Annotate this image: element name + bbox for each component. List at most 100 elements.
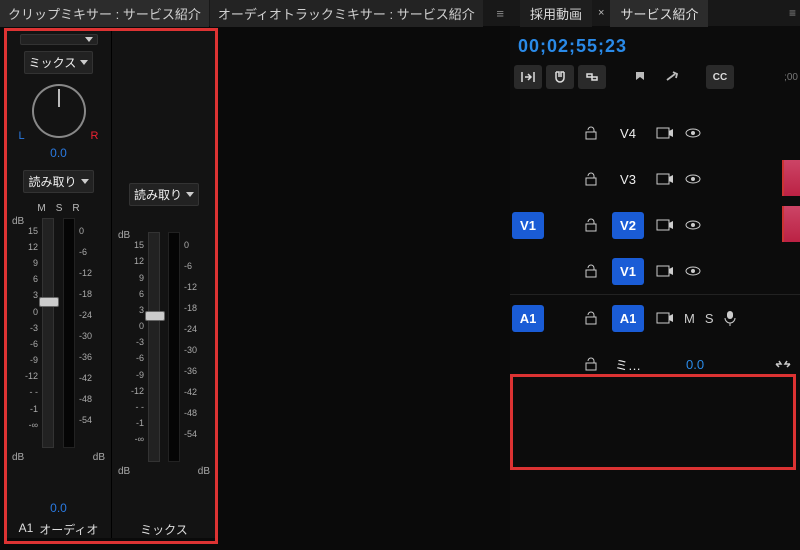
right-panel: 採用動画 × サービス紹介 ≡ 00;02;55;23 CC ;00 V4 V3 V… [510,0,800,550]
settings-button[interactable] [658,65,686,89]
chevron-down-icon [85,37,93,42]
solo-button[interactable]: S [705,311,714,326]
channel-name-row: A1 オーディオ [19,521,99,538]
channel-2: 読み取り dB dB dB 15129630-3-6-9-12- --1-∞ 0… [111,28,216,538]
mixer-area: ミックス L R 0.0 読み取り M S R [6,28,216,538]
tab-seq-inactive[interactable]: 採用動画 [520,0,592,27]
db-label-br: dB [198,466,210,477]
fader-handle[interactable] [145,311,165,321]
pan-r-label: R [91,130,99,142]
app-root: クリップミキサー : サービス紹介 オーディオトラックミキサー : サービス紹介… [0,0,800,550]
tab-track-mixer[interactable]: オーディオトラックミキサー : サービス紹介 [210,0,483,27]
lock-icon[interactable] [584,126,598,140]
meter-scale-right: 0-6-12-18-24-30-36-42-48-54 [184,232,210,462]
left-tabs: クリップミキサー : サービス紹介 オーディオトラックミキサー : サービス紹介… [0,0,510,26]
highlight-box-right [510,374,796,470]
track-row: V3 [510,156,800,202]
chevron-down-icon [186,192,194,197]
timeline-tabs: 採用動画 × サービス紹介 ≡ [510,0,800,26]
track-target[interactable]: V4 [620,126,636,141]
film-icon[interactable] [656,265,674,277]
pan-value: 0.0 [50,146,67,160]
track-row: V1 [510,248,800,294]
clip-thumbnail[interactable] [782,160,800,196]
lock-icon[interactable] [584,218,598,232]
eye-icon[interactable] [684,127,702,139]
lock-icon[interactable] [584,264,598,278]
captions-button[interactable]: CC [706,65,734,89]
level-meter [168,232,180,462]
db-label-bl: dB [118,466,130,477]
timecode-display[interactable]: 00;02;55;23 [510,26,800,65]
dropdown-value: 読み取り [28,173,76,190]
track-source-patch[interactable]: A1 [512,305,545,332]
channel-name: ミックス [140,521,188,538]
solo-button[interactable]: S [56,203,63,214]
track-headers: V4 V3 V1 V2 V1 A1 A1 MS ミ… 0.0 [510,110,800,387]
eye-icon[interactable] [684,265,702,277]
dropdown-value: 読み取り [134,186,182,203]
panel-menu-icon[interactable]: ≡ [789,6,800,20]
record-button[interactable]: R [72,203,79,214]
db-label-br: dB [93,452,105,463]
lock-icon[interactable] [584,311,598,325]
track-source-patch[interactable]: V1 [512,212,544,239]
track-target[interactable]: ミ… [615,355,641,374]
level-meter [63,218,75,448]
pan-needle [58,89,60,107]
chevron-down-icon [81,179,89,184]
dropdown-value: ミックス [29,54,77,71]
track-row: V1 V2 [510,202,800,248]
timeline-toolbar: CC ;00 [510,65,800,89]
film-icon[interactable] [656,173,674,185]
mix-value[interactable]: 0.0 [686,357,704,372]
pan-knob[interactable] [32,84,86,138]
track-target[interactable]: A1 [612,305,645,332]
film-icon[interactable] [656,127,674,139]
fader-handle[interactable] [39,297,59,307]
track-target[interactable]: V2 [612,212,644,239]
track-row: A1 A1 MS [510,295,800,341]
mute-button[interactable]: M [37,203,45,214]
fader-value: 0.0 [50,501,67,515]
fader-scale-left: 15129630-3-6-9-12- --1-∞ [12,218,38,448]
snap-insert-button[interactable] [514,65,542,89]
mute-button[interactable]: M [684,311,695,326]
track-target[interactable]: V3 [620,172,636,187]
ruler-start: ;00 [784,72,800,83]
ch1-mix-dropdown[interactable]: ミックス [24,51,94,74]
mic-icon[interactable] [724,310,736,326]
channel-name-row: ミックス [140,521,188,538]
track-row: V4 [510,110,800,156]
tab-close-icon[interactable]: × [594,7,608,19]
fader-track[interactable] [42,218,54,448]
track-target[interactable]: V1 [612,258,644,285]
panel-menu-icon[interactable]: ≡ [496,6,510,21]
ch2-automation-mode[interactable]: 読み取り [129,183,199,206]
magnet-button[interactable] [546,65,574,89]
ch1-automation-mode[interactable]: 読み取り [23,170,93,193]
clip-thumbnail[interactable] [782,206,800,242]
eye-icon[interactable] [684,173,702,185]
marker-button[interactable] [626,65,654,89]
db-label-bl: dB [12,452,24,463]
chevron-down-icon [80,60,88,65]
linked-selection-button[interactable] [578,65,606,89]
meter-area: dB dB dB 15129630-3-6-9-12- --1-∞ 0-6-12… [6,218,111,497]
msr-buttons: M S R [37,203,79,214]
film-icon[interactable] [656,312,674,324]
track-row: ミ… 0.0 [510,341,800,387]
tab-seq-active[interactable]: サービス紹介 [610,0,708,27]
collapse-icon[interactable] [774,358,800,370]
pan-l-label: L [19,130,25,142]
ch1-output-dropdown[interactable] [20,34,98,45]
film-icon[interactable] [656,219,674,231]
fader-scale-left: 15129630-3-6-9-12- --1-∞ [118,232,144,462]
tab-clip-mixer[interactable]: クリップミキサー : サービス紹介 [0,0,209,27]
lock-icon[interactable] [584,357,598,371]
channel-name: オーディオ [39,521,98,538]
fader-track[interactable] [148,232,160,462]
lock-icon[interactable] [584,172,598,186]
eye-icon[interactable] [684,219,702,231]
meter-area: dB dB dB 15129630-3-6-9-12- --1-∞ 0-6-12… [112,232,216,511]
